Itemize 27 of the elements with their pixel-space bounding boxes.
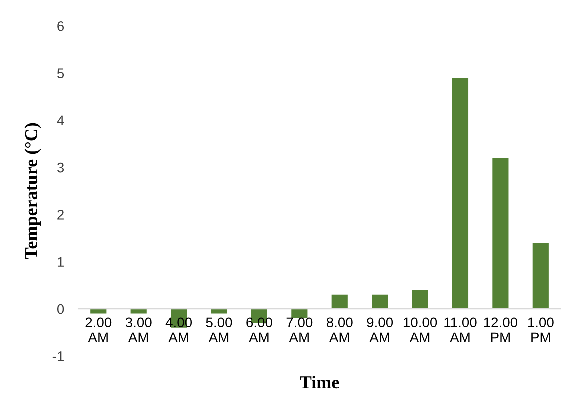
y-tick-label: 4: [57, 116, 64, 126]
x-tick-label: 10.00 AM: [404, 318, 438, 342]
y-tick-label: 1: [58, 257, 64, 267]
y-tick-label: 2: [58, 210, 64, 220]
x-axis-title: Time: [300, 376, 340, 389]
x-tick-label: 7.00 AM: [286, 318, 313, 342]
x-tick-label: 11.00 AM: [444, 318, 477, 342]
bar: [532, 243, 549, 310]
bar: [492, 158, 509, 310]
y-axis-title: Temperature (°C): [24, 123, 42, 260]
x-tick-label: 9.00 AM: [367, 318, 394, 342]
bar: [412, 290, 428, 310]
y-tick-label: 3: [57, 162, 64, 173]
bar: [332, 294, 348, 310]
y-tick-label: 5: [57, 68, 64, 78]
x-tick-label: 8.00 AM: [326, 318, 353, 342]
x-tick-label: 12.00 PM: [484, 318, 518, 342]
bar: [292, 309, 308, 318]
bar: [372, 294, 388, 310]
y-tick-label: -1: [52, 352, 64, 362]
bar: [452, 78, 469, 310]
x-tick-label: 5.00 AM: [206, 318, 232, 342]
x-tick-label: 3.00 AM: [126, 318, 152, 342]
x-tick-label: 1.00 PM: [528, 318, 554, 342]
y-tick-label: 6: [58, 21, 64, 32]
y-tick-label: 0: [57, 304, 64, 314]
x-tick-label: 2.00 AM: [86, 318, 112, 342]
